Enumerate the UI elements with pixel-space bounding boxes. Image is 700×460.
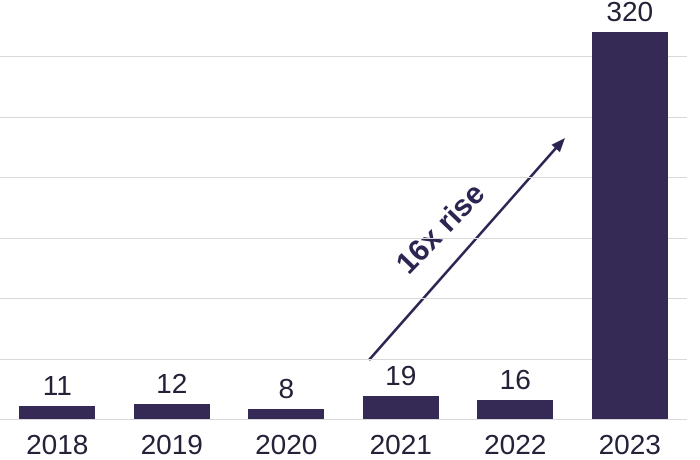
gridline — [0, 298, 687, 300]
trend-arrow-head — [551, 138, 565, 153]
value-label-2018: 11 — [42, 369, 72, 401]
x-tick-label-2018: 2018 — [26, 429, 89, 460]
value-label-2021: 19 — [385, 360, 417, 392]
x-tick-label-2022: 2022 — [484, 429, 547, 460]
gridline — [0, 177, 687, 179]
value-label-2023: 320 — [606, 0, 654, 27]
gridline — [0, 237, 687, 239]
x-tick-label-2021: 2021 — [369, 429, 432, 460]
gridline — [0, 56, 687, 58]
bar-2021 — [362, 396, 439, 419]
bar-2020 — [248, 409, 325, 419]
bar-2022 — [477, 399, 554, 419]
bar-2019 — [133, 404, 210, 419]
gridline — [0, 116, 687, 118]
gridline — [0, 358, 687, 360]
value-label-2019: 12 — [156, 368, 188, 400]
bar-2023 — [591, 32, 668, 419]
bar-2018 — [19, 405, 96, 419]
x-tick-label-2020: 2020 — [255, 429, 318, 460]
x-tick-label-2023: 2023 — [598, 429, 661, 460]
annotation-label: 16x rise — [389, 176, 492, 281]
x-tick-label-2019: 2019 — [140, 429, 203, 460]
value-label-2022: 16 — [499, 363, 531, 395]
value-label-2020: 8 — [278, 373, 295, 405]
gridline — [0, 419, 687, 420]
